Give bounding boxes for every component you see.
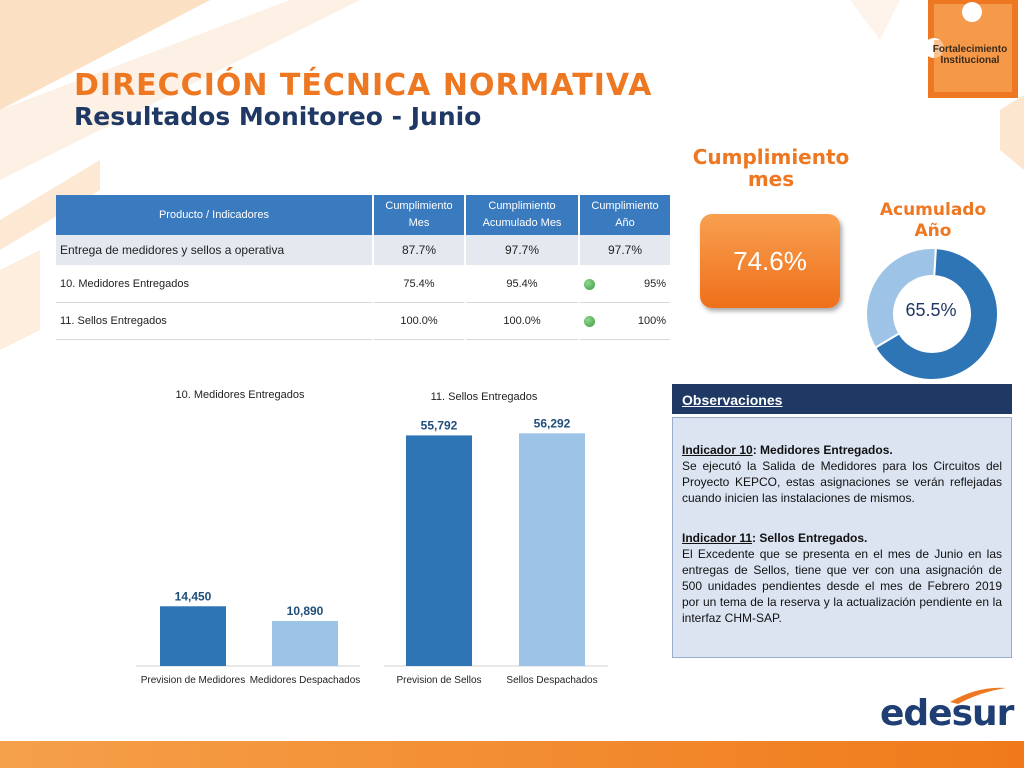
observacion-heading: Indicador 10: Medidores Entregados. bbox=[682, 442, 1002, 458]
kpi-mes-heading: Cumplimiento mes bbox=[686, 146, 856, 190]
acum-donut-chart bbox=[865, 247, 999, 381]
column-header-acumulado: Cumplimiento Acumulado Mes bbox=[466, 195, 578, 235]
footer-bar bbox=[0, 741, 1024, 768]
row-label: Entrega de medidores y sellos a operativ… bbox=[56, 235, 372, 266]
row-anio: 95% bbox=[643, 278, 666, 290]
row-acum: 100.0% bbox=[466, 303, 578, 340]
chart-data-label: 56,292 bbox=[534, 416, 571, 430]
row-anio: 97.7% bbox=[580, 235, 670, 266]
chart-data-label: 14,450 bbox=[175, 589, 212, 603]
chart-bar bbox=[272, 620, 338, 666]
table-row: 11. Sellos Entregados 100.0% 100.0% 100% bbox=[56, 303, 670, 340]
chart-category-label: Prevision de Medidores bbox=[141, 675, 246, 686]
status-green-dot-icon bbox=[584, 315, 595, 327]
chart-1-medidores: 14,450 Prevision de Medidores 10,890 Medido… bbox=[136, 589, 361, 686]
puzzle-logo-icon bbox=[924, 0, 1018, 98]
chart-category-label: Prevision de Sellos bbox=[396, 675, 481, 686]
table-header-row: Producto / Indicadores Cumplimiento Mes … bbox=[56, 195, 670, 235]
chart-2-sellos: 55,792 Prevision de Sellos 56,292 Sellos De… bbox=[384, 416, 608, 686]
chart-category-label: Sellos Despachados bbox=[506, 675, 597, 686]
chart-bar bbox=[160, 606, 226, 666]
column-header-anio: Cumplimiento Año bbox=[580, 195, 670, 235]
row-anio-cell: 100% bbox=[580, 303, 670, 340]
observacion-text: Se ejecutó la Salida de Medidores para l… bbox=[682, 459, 1002, 505]
row-label: 10. Medidores Entregados bbox=[56, 266, 372, 303]
observaciones-body: Indicador 10: Medidores Entregados. Se e… bbox=[672, 417, 1012, 658]
logo-line-1: Fortalecimiento bbox=[932, 44, 1008, 55]
chart-1-title: 10. Medidores Entregados bbox=[175, 389, 305, 401]
indicators-table: Producto / Indicadores Cumplimiento Mes … bbox=[54, 195, 672, 340]
status-green-dot-icon bbox=[584, 278, 595, 290]
donut-segment-rest bbox=[865, 247, 938, 350]
logo-label: Fortalecimiento Institucional bbox=[922, 44, 1018, 66]
observacion-text: El Excedente que se presenta en el mes d… bbox=[682, 547, 1002, 625]
kpi-mes-heading-line-1: Cumplimiento bbox=[692, 145, 850, 169]
chart-data-label: 55,792 bbox=[421, 418, 458, 432]
column-header-producto: Producto / Indicadores bbox=[56, 195, 372, 235]
observacion-name: : Medidores Entregados. bbox=[752, 443, 893, 457]
observacion-name: : Sellos Entregados. bbox=[752, 531, 868, 545]
page-subtitle: Resultados Monitoreo - Junio bbox=[74, 102, 482, 131]
row-mes: 100.0% bbox=[374, 303, 464, 340]
row-label: 11. Sellos Entregados bbox=[56, 303, 372, 340]
kpi-mes-value: 74.6% bbox=[700, 214, 840, 308]
edesur-swoosh-icon bbox=[950, 687, 1006, 704]
edesur-logo: edesur bbox=[880, 693, 1014, 734]
row-acum: 97.7% bbox=[466, 235, 578, 266]
chart-bar bbox=[519, 433, 585, 666]
table-row: 10. Medidores Entregados 75.4% 95.4% 95% bbox=[56, 266, 670, 303]
chart-category-label: Medidores Despachados bbox=[250, 675, 361, 686]
observacion-indicator: Indicador 11 bbox=[682, 531, 753, 545]
row-mes: 87.7% bbox=[374, 235, 464, 266]
chart-data-label: 10,890 bbox=[287, 604, 324, 618]
chart-2-title: 11. Sellos Entregados bbox=[430, 391, 538, 403]
kpi-acum-heading: Acumulado Año bbox=[860, 200, 1006, 242]
observacion-heading: Indicador 11: Sellos Entregados. bbox=[682, 530, 1002, 546]
column-header-mes: Cumplimiento Mes bbox=[374, 195, 464, 235]
row-mes: 75.4% bbox=[374, 266, 464, 303]
chart-bar bbox=[406, 435, 472, 666]
kpi-acum-heading-line-1: Acumulado bbox=[879, 200, 987, 220]
observaciones-header: Observaciones bbox=[672, 384, 1012, 414]
row-anio-cell: 95% bbox=[580, 266, 670, 303]
row-acum: 95.4% bbox=[466, 266, 578, 303]
logo-line-2: Institucional bbox=[940, 55, 1000, 66]
table-row: Entrega de medidores y sellos a operativ… bbox=[56, 235, 670, 266]
kpi-mes-heading-line-2: mes bbox=[747, 167, 795, 191]
row-anio: 100% bbox=[637, 315, 666, 327]
observacion-indicator: Indicador 10 bbox=[682, 443, 753, 457]
spacer bbox=[682, 506, 1002, 530]
page-title: DIRECCIÓN TÉCNICA NORMATIVA bbox=[74, 68, 653, 103]
kpi-acum-heading-line-2: Año bbox=[914, 221, 952, 241]
donut-value-label: 65.5% bbox=[905, 300, 957, 320]
donut-segment-filled bbox=[873, 247, 999, 381]
